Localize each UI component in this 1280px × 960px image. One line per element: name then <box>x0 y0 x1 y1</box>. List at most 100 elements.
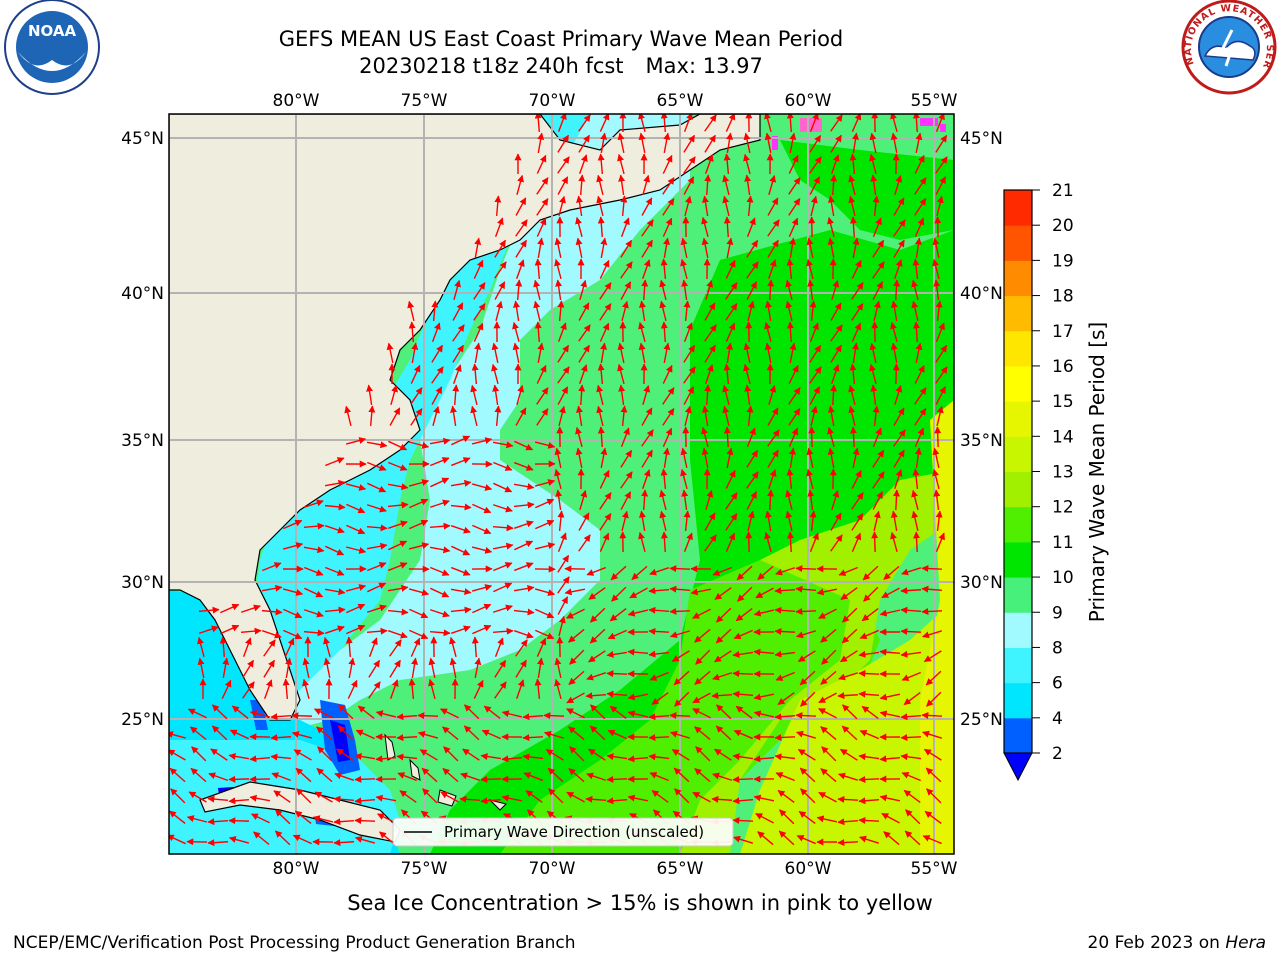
wave-vector <box>346 503 366 514</box>
wave-vector <box>169 767 186 783</box>
colorbar-tick-label: 10 <box>1052 568 1074 588</box>
wave-vector <box>291 712 313 720</box>
wave-vector <box>589 725 606 741</box>
wave-vector <box>820 670 837 685</box>
wave-vector <box>733 835 754 844</box>
wave-vector <box>302 657 310 679</box>
wave-vector <box>169 731 187 739</box>
wave-vector <box>936 195 944 217</box>
wave-vector <box>387 520 408 529</box>
wave-vector <box>753 609 775 617</box>
wave-vector <box>263 639 276 657</box>
wave-vector <box>480 797 502 805</box>
wave-vector <box>557 176 569 195</box>
wave-vector <box>388 562 408 572</box>
wave-vector <box>827 216 835 238</box>
wave-vector <box>789 237 796 259</box>
wave-vector <box>474 657 482 679</box>
wave-vector <box>936 405 944 427</box>
wave-vector <box>840 587 858 601</box>
wave-vector <box>208 772 229 782</box>
colorbar-tick-label: 4 <box>1052 709 1063 729</box>
wave-vector <box>282 542 304 550</box>
wave-vector <box>348 657 356 679</box>
wave-vector <box>620 261 633 279</box>
wave-vector <box>240 604 261 613</box>
wave-vector <box>491 363 499 385</box>
wave-vector <box>501 794 523 802</box>
wave-vector <box>554 258 562 280</box>
wave-vector <box>207 818 229 826</box>
wave-vector <box>554 447 562 469</box>
wave-vector <box>515 259 525 279</box>
wave-vector <box>590 704 606 720</box>
wave-vector <box>452 344 464 363</box>
wave-vector <box>893 219 906 237</box>
colorbar-swatch <box>1004 541 1032 578</box>
wave-vector <box>806 468 814 490</box>
wave-vector <box>816 815 838 823</box>
wave-vector <box>599 469 610 489</box>
wave-vector <box>890 342 898 364</box>
wave-vector <box>543 730 565 739</box>
wave-vector <box>733 729 753 740</box>
colorbar-swatch <box>1004 295 1032 332</box>
wave-vector <box>683 300 691 322</box>
wave-vector <box>704 534 717 552</box>
wave-vector <box>428 657 436 679</box>
wave-vector <box>557 366 570 384</box>
wave-vector <box>755 813 774 824</box>
wave-vector <box>809 510 817 532</box>
wave-vector <box>494 239 507 258</box>
wave-vector <box>914 427 925 447</box>
colorbar-swatch <box>1004 612 1032 648</box>
wave-vector <box>858 797 880 805</box>
wave-vector <box>302 678 310 700</box>
lat-tick-left: 25°N <box>121 710 164 730</box>
wave-vector <box>915 132 923 154</box>
wave-vector <box>827 405 835 427</box>
wave-vector <box>617 153 625 175</box>
wave-vector <box>325 457 345 467</box>
wave-vector <box>442 726 459 741</box>
wave-vector <box>774 713 796 721</box>
wave-vector <box>775 567 796 576</box>
wave-vector <box>494 681 507 699</box>
wave-vector <box>872 427 882 447</box>
wave-vector <box>831 364 840 385</box>
wave-vector <box>705 364 714 385</box>
colorbar-tick-label: 14 <box>1052 427 1074 447</box>
wave-vector <box>725 492 738 510</box>
wave-vector <box>408 678 416 700</box>
wave-vector <box>692 791 711 803</box>
colorbar-tick-label: 16 <box>1052 357 1074 377</box>
wave-vector <box>242 659 255 678</box>
wave-vector <box>849 216 857 238</box>
wave-vector <box>849 363 857 385</box>
wave-vector <box>452 324 465 342</box>
wave-vector <box>554 657 562 679</box>
wave-vector <box>557 576 570 594</box>
wave-vector <box>872 449 885 468</box>
wave-vector <box>575 447 583 469</box>
wave-vector <box>935 344 948 363</box>
wave-vector <box>879 755 901 763</box>
wave-vector <box>337 704 354 720</box>
wave-vector <box>576 195 583 217</box>
wave-vector <box>933 489 941 511</box>
wave-vector <box>512 321 520 343</box>
wave-vector <box>662 427 673 447</box>
wave-vector <box>516 384 524 406</box>
wave-vector <box>367 582 387 593</box>
wave-vector <box>818 608 837 619</box>
wave-vector <box>935 366 948 384</box>
wave-vector <box>764 114 772 133</box>
wave-vector <box>851 114 862 132</box>
colorbar-tick-label: 15 <box>1052 392 1074 412</box>
wave-vector <box>830 384 838 406</box>
wave-vector <box>799 670 816 686</box>
wave-vector <box>746 471 759 489</box>
wave-vector <box>388 461 408 471</box>
map-title: GEFS MEAN US East Coast Primary Wave Mea… <box>278 27 844 51</box>
wave-vector <box>387 608 409 616</box>
